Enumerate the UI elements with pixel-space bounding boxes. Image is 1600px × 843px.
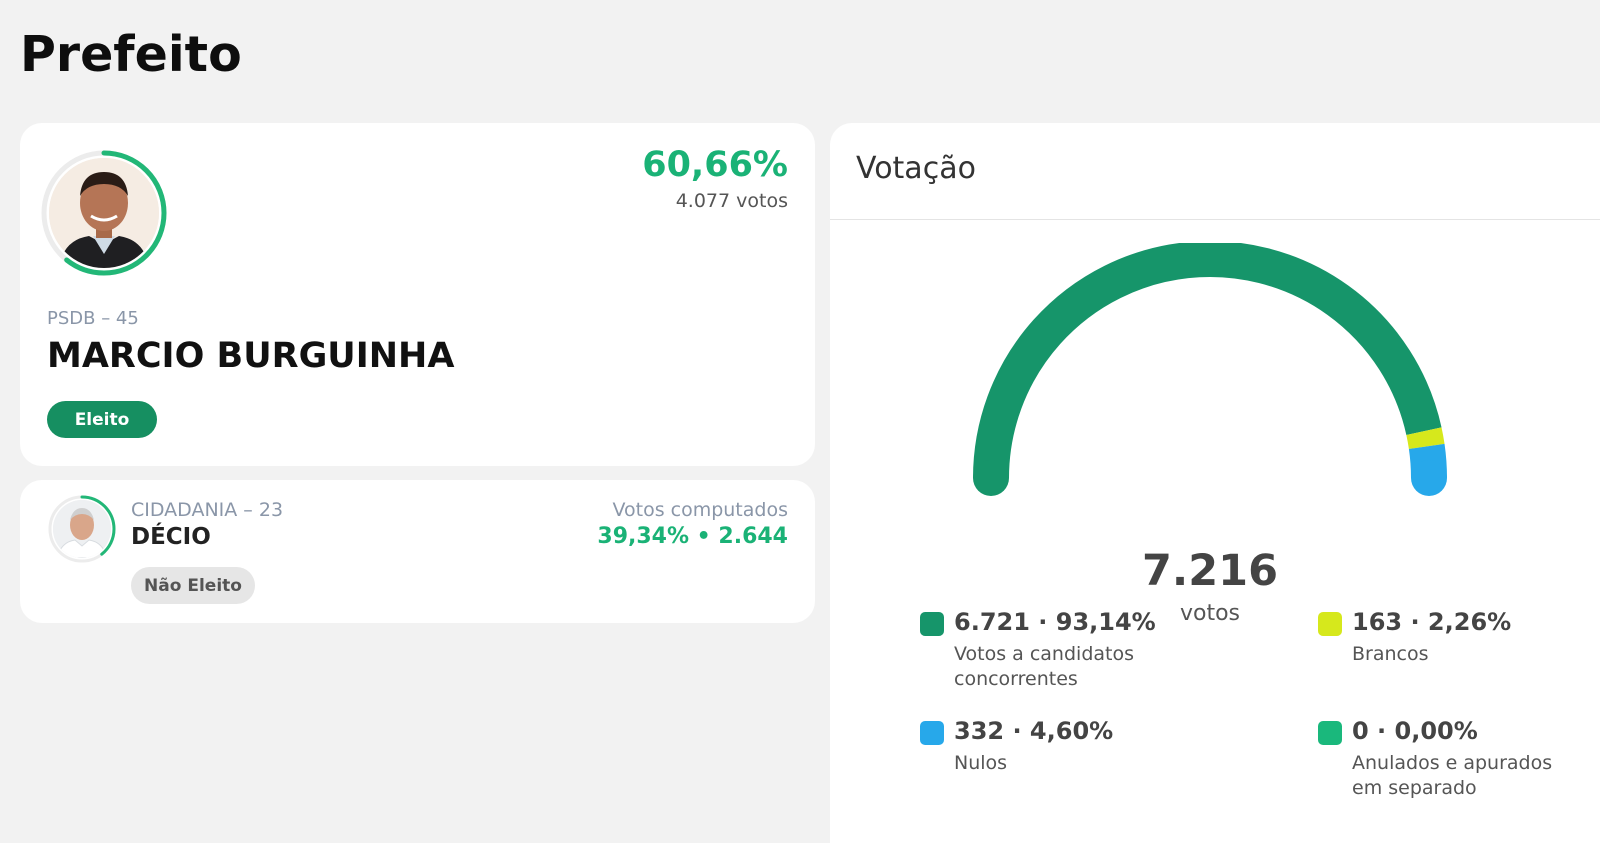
votacao-gauge [973, 243, 1447, 496]
second-photo [53, 500, 111, 558]
second-candidate-card[interactable]: CIDADANIA – 23 DÉCIO Não Eleito Votos co… [20, 480, 815, 623]
legend-swatch-nulos [920, 721, 944, 745]
legend-value-candidatos: 6.721 · 93,14% [954, 608, 1156, 636]
winner-avatar [40, 149, 168, 277]
page-title: Prefeito [20, 26, 242, 83]
second-party: CIDADANIA – 23 [131, 499, 284, 521]
gauge-total: 7.216 [1141, 546, 1278, 596]
gauge-cap [973, 460, 1009, 496]
winner-progress-ring [41, 150, 167, 276]
gauge-segment [1406, 427, 1445, 450]
legend-value-brancos: 163 · 2,26% [1352, 608, 1512, 636]
status-badge-nao-eleito: Não Eleito [131, 567, 255, 604]
gauge-segment [973, 243, 1442, 479]
gauge-unit: votos [1179, 601, 1241, 626]
winner-party: PSDB – 45 [47, 308, 139, 329]
second-progress-ring [48, 495, 116, 563]
winner-card[interactable]: 60,66% 4.077 votos PSDB – 45 MARCIO BURG… [20, 123, 815, 466]
winner-percent: 60,66% [642, 145, 788, 185]
second-votes: 39,34% • 2.644 [597, 524, 788, 549]
votacao-panel: Votação 7.216 votos 6.721 · 93,14% Votos… [830, 123, 1600, 843]
legend-label-nulos: Nulos [954, 752, 1008, 774]
gauge-cap [1411, 460, 1447, 496]
legend-swatch-brancos [1318, 612, 1342, 636]
winner-photo [49, 158, 159, 268]
second-votes-label: Votos computados [612, 499, 788, 521]
legend-label-brancos: Brancos [1352, 643, 1429, 665]
winner-votes: 4.077 votos [675, 190, 788, 212]
legend-value-nulos: 332 · 4,60% [954, 717, 1114, 745]
votacao-title: Votação [856, 151, 976, 186]
legend-value-anulados: 0 · 0,00% [1352, 717, 1478, 745]
second-name: DÉCIO [131, 524, 211, 550]
second-avatar [47, 494, 117, 564]
legend-swatch-anulados [1318, 721, 1342, 745]
winner-name: MARCIO BURGUINHA [47, 336, 455, 376]
legend-label-anulados: Anulados e apurados em separado [1352, 752, 1553, 799]
status-badge-eleito: Eleito [47, 401, 157, 438]
legend-label-candidatos: Votos a candidatos concorrentes [954, 643, 1134, 690]
votacao-divider [830, 219, 1600, 220]
legend-swatch-candidatos [920, 612, 944, 636]
